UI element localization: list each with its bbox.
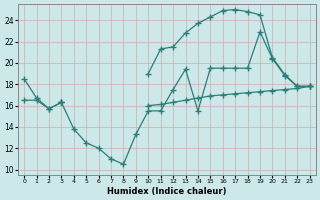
X-axis label: Humidex (Indice chaleur): Humidex (Indice chaleur) xyxy=(107,187,227,196)
